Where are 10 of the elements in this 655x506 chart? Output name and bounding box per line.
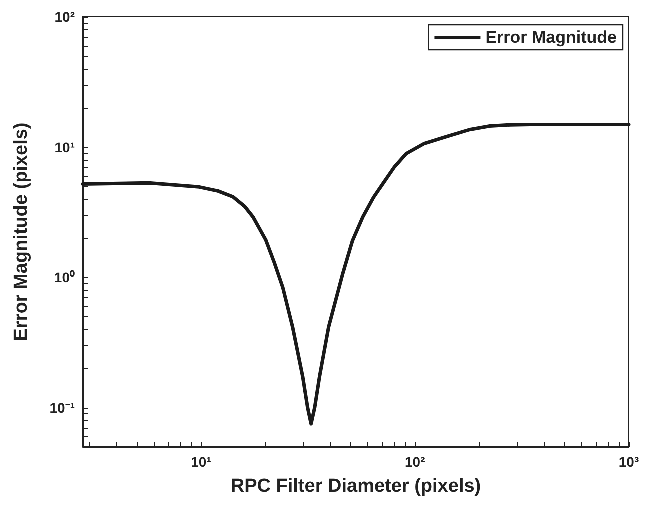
x-tick-label: 10³ <box>618 454 640 470</box>
x-tick-label: 10¹ <box>191 454 212 470</box>
y-tick-label: 10¹ <box>54 139 76 156</box>
y-tick-label: 10⁰ <box>54 270 75 286</box>
legend-label: Error Magnitude <box>486 28 618 47</box>
x-tick-label: 10² <box>405 454 426 470</box>
y-tick-label: 10² <box>54 9 76 25</box>
y-axis-title: Error Magnitude (pixels) <box>11 122 32 342</box>
x-axis-title: RPC Filter Diameter (pixels) <box>230 476 482 497</box>
y-tick-label: 10⁻¹ <box>50 400 76 416</box>
